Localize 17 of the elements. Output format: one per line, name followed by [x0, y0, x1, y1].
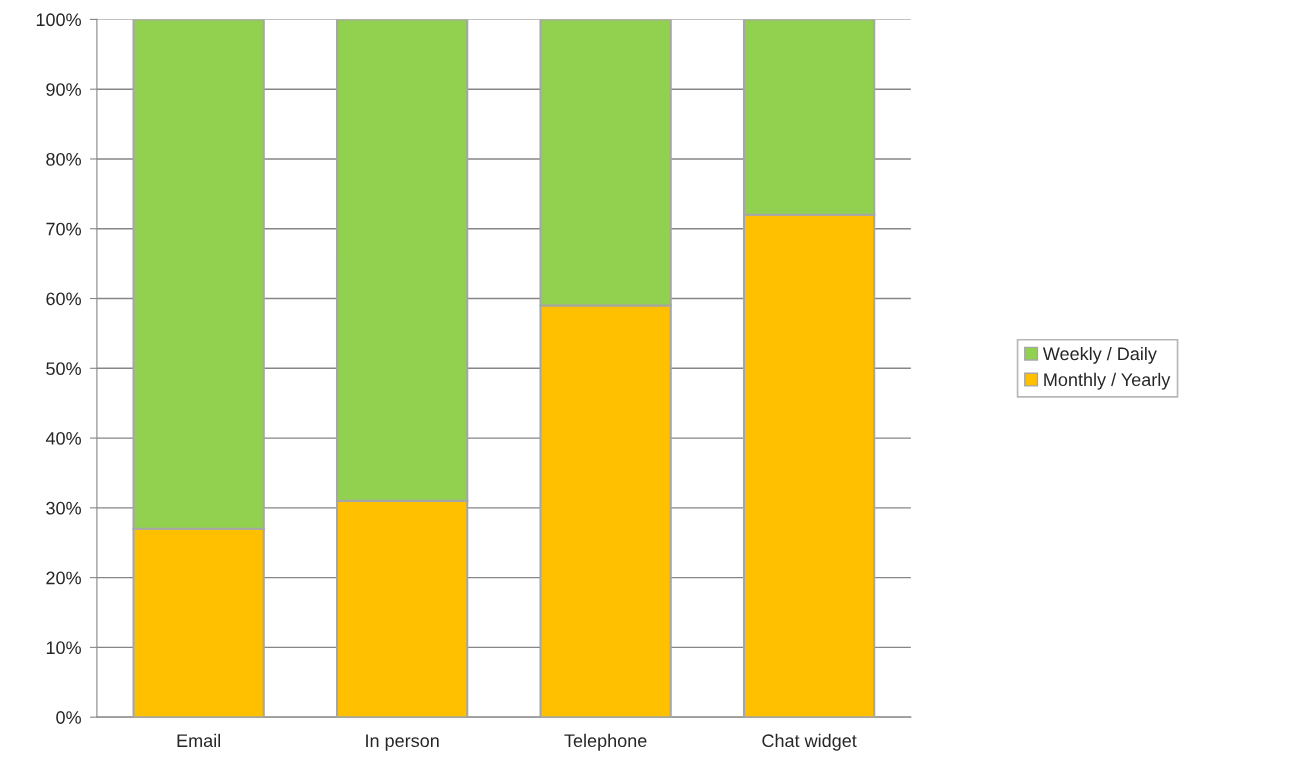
y-tick-label: 40%	[45, 432, 81, 445]
x-tick-label: In person	[366, 734, 439, 751]
x-tick-label: Chat widget	[762, 733, 857, 751]
y-tick-label: 0%	[56, 711, 81, 724]
y-tick-label: 90%	[46, 83, 81, 96]
y-tick-label: 100%	[36, 13, 81, 27]
legend-label: Weekly / Daily	[1042, 346, 1157, 364]
legend-label: Monthly / Yearly	[1044, 372, 1171, 390]
x-tick-label: Email	[177, 733, 221, 748]
x-tick-label: Telephone	[564, 733, 647, 751]
y-tick-label: 60%	[46, 292, 81, 306]
y-tick-label: 20%	[46, 571, 81, 585]
y-tick-label: 10%	[46, 641, 81, 655]
y-tick-label: 80%	[46, 152, 81, 166]
y-tick-label: 30%	[46, 501, 81, 515]
y-tick-label: 70%	[46, 222, 81, 236]
y-tick-label: 50%	[46, 362, 81, 376]
